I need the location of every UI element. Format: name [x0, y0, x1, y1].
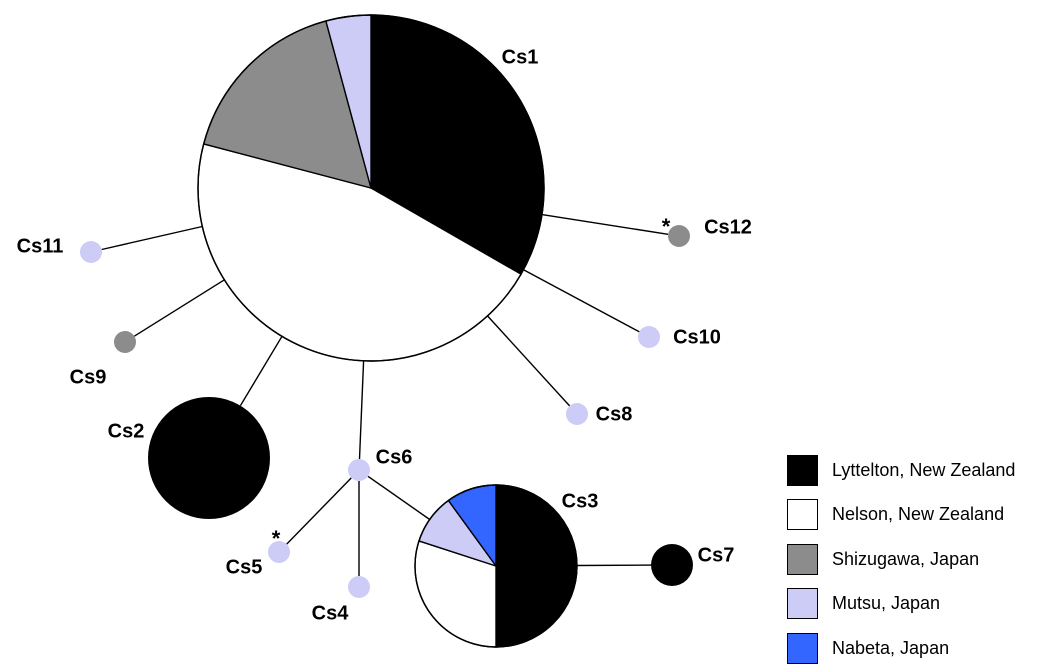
node-cs11 [80, 241, 102, 263]
edge-cs1-cs9 [133, 279, 225, 337]
label-cs2: Cs2 [108, 420, 145, 442]
node-cs5 [268, 541, 290, 563]
legend-item-shizugawa: Shizugawa, Japan [787, 542, 979, 576]
legend-swatch-mutsu [787, 587, 818, 619]
legend-label-mutsu: Mutsu, Japan [832, 592, 941, 613]
legend-item-nelson: Nelson, New Zealand [787, 497, 1004, 531]
label-cs11: Cs11 [17, 235, 64, 257]
label-cs4: Cs4 [312, 602, 350, 624]
legend-swatch-shizugawa [787, 543, 818, 575]
node-cs4 [348, 576, 370, 598]
node-cs8 [566, 403, 588, 425]
slice-mutsu [638, 326, 660, 348]
network-labels: Cs1 Cs2 Cs3 Cs4 Cs5 * Cs6 Cs7 Cs8 Cs9 Cs10 Cs11 Cs12… [17, 46, 752, 624]
edge-cs6-cs3 [367, 475, 431, 521]
label-cs8: Cs8 [596, 403, 633, 425]
label-cs12: Cs12 [704, 216, 752, 238]
legend-label-nabeta: Nabeta, Japan [832, 637, 950, 658]
edge-cs6-cs5 [286, 477, 352, 545]
legend-item-nabeta: Nabeta, Japan [787, 631, 949, 665]
legend-label-nelson: Nelson, New Zealand [832, 503, 1005, 524]
network-edges [101, 213, 669, 576]
legend-label-shizugawa: Shizugawa, Japan [832, 548, 980, 569]
marker-star-cs12: * [662, 214, 671, 239]
legend-swatch-lyttelton [787, 454, 818, 486]
slice-shizugawa [114, 331, 136, 353]
legend-swatch-nelson [787, 498, 818, 530]
node-outline [197, 14, 545, 362]
slice-lyttelton [148, 397, 270, 519]
legend-item-lyttelton: Lyttelton, New Zealand [787, 453, 1015, 487]
label-cs7: Cs7 [698, 544, 735, 566]
slice-mutsu [348, 459, 370, 481]
network-nodes [80, 14, 693, 648]
node-cs2 [148, 397, 270, 519]
label-cs5: Cs5 [226, 556, 263, 578]
edge-cs1-cs10 [523, 269, 640, 333]
node-cs6 [348, 459, 370, 481]
slice-mutsu [80, 241, 102, 263]
label-cs6: Cs6 [376, 446, 413, 468]
slice-mutsu [566, 403, 588, 425]
label-cs1: Cs1 [502, 46, 539, 68]
node-cs9 [114, 331, 136, 353]
node-outline [414, 484, 578, 648]
slice-mutsu [268, 541, 290, 563]
slice-mutsu [348, 576, 370, 598]
legend-swatch-nabeta [787, 632, 818, 664]
label-cs9: Cs9 [70, 366, 107, 388]
label-cs10: Cs10 [673, 326, 721, 348]
edge-cs1-cs12 [541, 213, 669, 235]
edge-cs1-cs6 [358, 360, 365, 460]
edge-cs1-cs2 [239, 335, 283, 407]
node-cs7 [651, 544, 693, 586]
label-cs3: Cs3 [562, 490, 599, 512]
slice-shizugawa [668, 225, 690, 247]
marker-star-cs5: * [272, 526, 281, 551]
slice-lyttelton [651, 544, 693, 586]
node-cs3 [414, 484, 578, 648]
node-cs1 [197, 14, 545, 362]
legend-label-lyttelton: Lyttelton, New Zealand [832, 459, 1016, 480]
node-cs10 [638, 326, 660, 348]
edge-cs1-cs8 [486, 315, 571, 407]
node-cs12 [668, 225, 690, 247]
legend-item-mutsu: Mutsu, Japan [787, 586, 940, 620]
edge-cs1-cs11 [101, 225, 203, 251]
